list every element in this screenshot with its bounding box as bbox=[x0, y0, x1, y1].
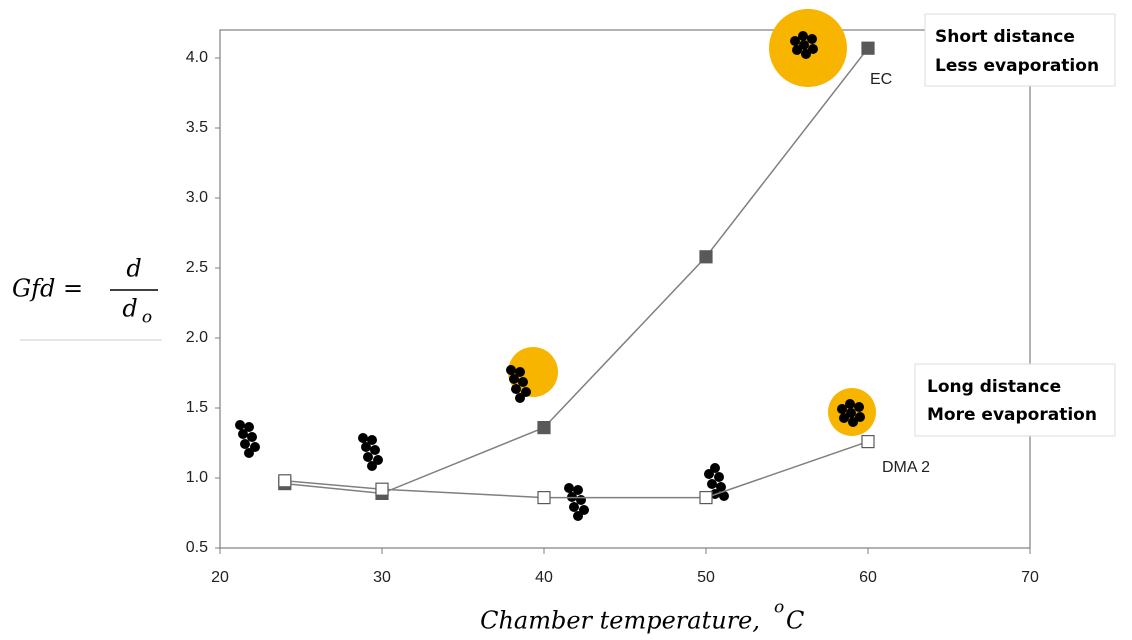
annotation-frame bbox=[924, 13, 1116, 87]
annotation-line: Less evaporation bbox=[935, 56, 1099, 76]
data-point bbox=[537, 491, 551, 505]
data-point bbox=[537, 421, 551, 435]
y-axis-label: Gfd = d d o bbox=[12, 255, 162, 341]
annotation-frame bbox=[914, 363, 1116, 437]
annotation-line: More evaporation bbox=[927, 405, 1097, 425]
data-point bbox=[278, 474, 292, 488]
x-label-text: Chamber temperature, bbox=[480, 607, 760, 635]
y-label-subscript: o bbox=[142, 308, 152, 328]
y-label-denominator: d bbox=[122, 295, 137, 323]
data-point bbox=[861, 41, 875, 55]
droplet-illustrations bbox=[235, 9, 876, 521]
x-label-unit: C bbox=[786, 607, 804, 635]
y-tick-label: 3.5 bbox=[186, 119, 208, 136]
y-tick-label: 4.0 bbox=[186, 49, 208, 66]
x-tick-label: 30 bbox=[373, 569, 391, 586]
x-tick-label: 40 bbox=[535, 569, 553, 586]
annotation-line: Long distance bbox=[927, 377, 1061, 397]
plot-frame bbox=[219, 29, 1031, 549]
annotation-box: Long distance More evaporation bbox=[914, 363, 1116, 437]
x-tick-label: 50 bbox=[697, 569, 715, 586]
data-point bbox=[861, 435, 875, 449]
data-point bbox=[699, 250, 713, 264]
y-label-lhs: Gfd = bbox=[12, 275, 83, 303]
x-tick-label: 70 bbox=[1021, 569, 1039, 586]
y-tick-label: 1.0 bbox=[186, 469, 208, 486]
series-label: DMA 2 bbox=[882, 459, 930, 476]
annotation-line: Short distance bbox=[935, 27, 1075, 47]
y-label-numerator: d bbox=[126, 255, 141, 283]
y-tick-label: 1.5 bbox=[186, 399, 208, 416]
x-label-sup: o bbox=[774, 598, 784, 618]
y-tick-label: 0.5 bbox=[186, 539, 208, 556]
y-tick-label: 2.5 bbox=[186, 259, 208, 276]
series-label: EC bbox=[870, 71, 892, 88]
x-tick-label: 20 bbox=[211, 569, 229, 586]
data-point bbox=[699, 491, 713, 505]
series-line bbox=[284, 47, 869, 495]
data-point bbox=[375, 482, 389, 496]
x-axis-label: Chamber temperature, o C bbox=[480, 598, 804, 635]
x-tick-label: 60 bbox=[859, 569, 877, 586]
annotation-box: Short distance Less evaporation bbox=[924, 13, 1116, 87]
y-tick-label: 2.0 bbox=[186, 329, 208, 346]
y-tick-label: 3.0 bbox=[186, 189, 208, 206]
